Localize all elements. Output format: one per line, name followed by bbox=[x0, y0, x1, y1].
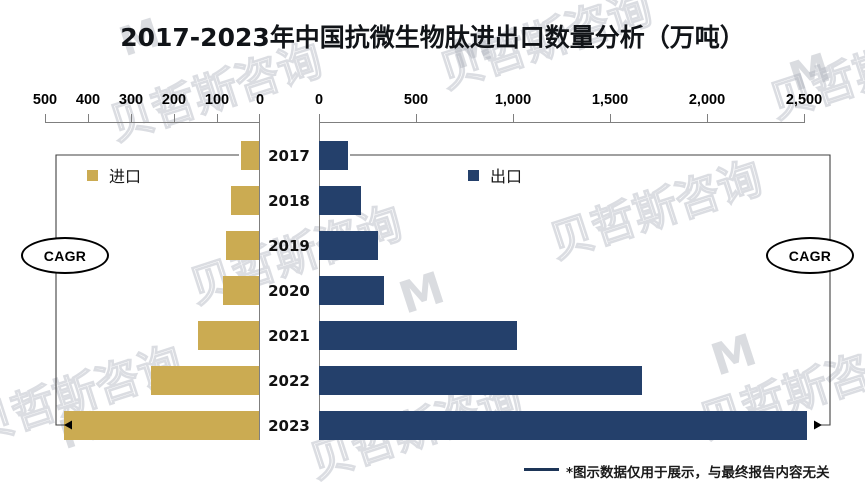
bar-export-2019 bbox=[319, 231, 379, 260]
legend-label-import: 进口 bbox=[109, 167, 142, 186]
right-axis-tick-label: 0 bbox=[314, 92, 324, 108]
legend-import: 进口 bbox=[87, 163, 141, 187]
left-axis-tick-label: 500 bbox=[32, 92, 58, 108]
category-label-2017: 2017 bbox=[268, 147, 310, 165]
right-axis-tick-label: 2,500 bbox=[785, 92, 823, 108]
right-axis-tickmark bbox=[416, 114, 417, 123]
right-axis-tick-label: 1,000 bbox=[494, 92, 532, 108]
category-label-2019: 2019 bbox=[268, 237, 310, 255]
footer-rule bbox=[524, 468, 559, 471]
bar-import-2019 bbox=[225, 231, 259, 260]
left-axis-line bbox=[45, 122, 260, 123]
right-axis-tickmark bbox=[513, 114, 514, 123]
left-axis-tickmark bbox=[88, 114, 89, 123]
footnote: *图示数据仅用于展示，与最终报告内容无关 bbox=[566, 465, 830, 481]
bar-import-2018 bbox=[231, 186, 259, 215]
left-axis-tickmark bbox=[45, 114, 46, 123]
right-axis-tickmark bbox=[610, 114, 611, 123]
right-axis-tickmark bbox=[804, 114, 805, 123]
category-label-2018: 2018 bbox=[268, 192, 310, 210]
right-axis-tick-label: 2,000 bbox=[688, 92, 726, 108]
left-axis-tickmark bbox=[259, 114, 260, 123]
left-axis-tickmark bbox=[217, 114, 218, 123]
left-axis-tickmark bbox=[174, 114, 175, 123]
legend-swatch-export bbox=[468, 169, 479, 181]
legend-label-export: 出口 bbox=[490, 167, 523, 186]
bar-import-2020 bbox=[222, 276, 259, 305]
category-label-2023: 2023 bbox=[268, 417, 310, 435]
bar-export-2023 bbox=[319, 411, 807, 440]
category-label-2022: 2022 bbox=[268, 372, 310, 390]
cagr-callout-export: CAGR bbox=[766, 237, 854, 274]
left-axis-tick-label: 300 bbox=[118, 92, 144, 108]
bar-import-2023 bbox=[64, 411, 259, 440]
bar-export-2022 bbox=[319, 366, 642, 395]
bar-export-2021 bbox=[319, 321, 517, 350]
left-axis-tick-label: 100 bbox=[204, 92, 230, 108]
legend-swatch-import bbox=[87, 169, 98, 181]
category-label-2020: 2020 bbox=[268, 282, 310, 300]
legend-export: 出口 bbox=[468, 163, 522, 187]
right-axis-tick-label: 1,500 bbox=[591, 92, 629, 108]
left-category-axis bbox=[259, 122, 260, 440]
bar-export-2020 bbox=[319, 276, 384, 305]
left-axis-tick-label: 400 bbox=[75, 92, 101, 108]
left-axis-tickmark bbox=[131, 114, 132, 123]
bar-import-2017 bbox=[241, 141, 259, 170]
left-axis-tick-label: 0 bbox=[255, 92, 265, 108]
right-axis-tick-label: 500 bbox=[403, 92, 429, 108]
cagr-callout-import: CAGR bbox=[21, 237, 109, 274]
bar-export-2017 bbox=[319, 141, 348, 170]
right-axis-line bbox=[319, 122, 805, 123]
left-axis-tick-label: 200 bbox=[161, 92, 187, 108]
right-axis-tickmark bbox=[707, 114, 708, 123]
right-axis-tickmark bbox=[319, 114, 320, 123]
chart-title: 2017-2023年中国抗微生物肽进出口数量分析（万吨） bbox=[120, 23, 745, 52]
category-label-2021: 2021 bbox=[268, 327, 310, 345]
bar-import-2022 bbox=[151, 366, 259, 395]
bar-import-2021 bbox=[197, 321, 259, 350]
bar-export-2018 bbox=[319, 186, 361, 215]
